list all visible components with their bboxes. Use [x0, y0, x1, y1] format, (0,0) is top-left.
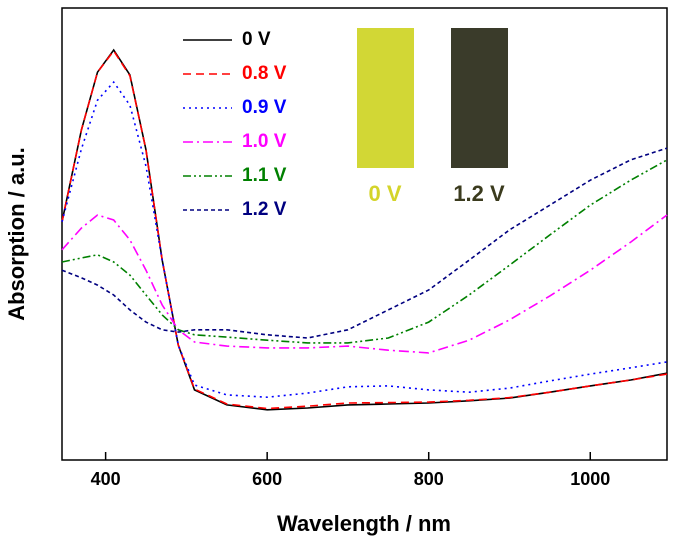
line [61, 49, 668, 410]
inset-photo [451, 28, 508, 168]
legend-label: 0.9 V [242, 97, 287, 118]
line [61, 214, 668, 354]
line [61, 147, 668, 339]
line [61, 80, 668, 399]
line [61, 159, 668, 344]
inset-label: 1.2 V [453, 181, 505, 206]
legend-label: 1.2 V [242, 199, 287, 220]
x-tick-label: 600 [252, 469, 282, 489]
plot-frame [61, 7, 668, 461]
legend-label: 0.8 V [242, 63, 287, 84]
y-axis-label: Absorption / a.u. [4, 147, 29, 321]
legend-label: 1.0 V [242, 131, 287, 152]
x-tick-label: 1000 [570, 469, 610, 489]
inset-label: 0 V [368, 181, 401, 206]
inset-photo [357, 28, 414, 168]
x-tick-label: 800 [414, 469, 444, 489]
legend-label: 1.1 V [242, 165, 287, 186]
x-axis-label: Wavelength / nm [277, 511, 451, 536]
x-tick-label: 400 [91, 469, 121, 489]
legend-label: 0 V [242, 29, 271, 50]
